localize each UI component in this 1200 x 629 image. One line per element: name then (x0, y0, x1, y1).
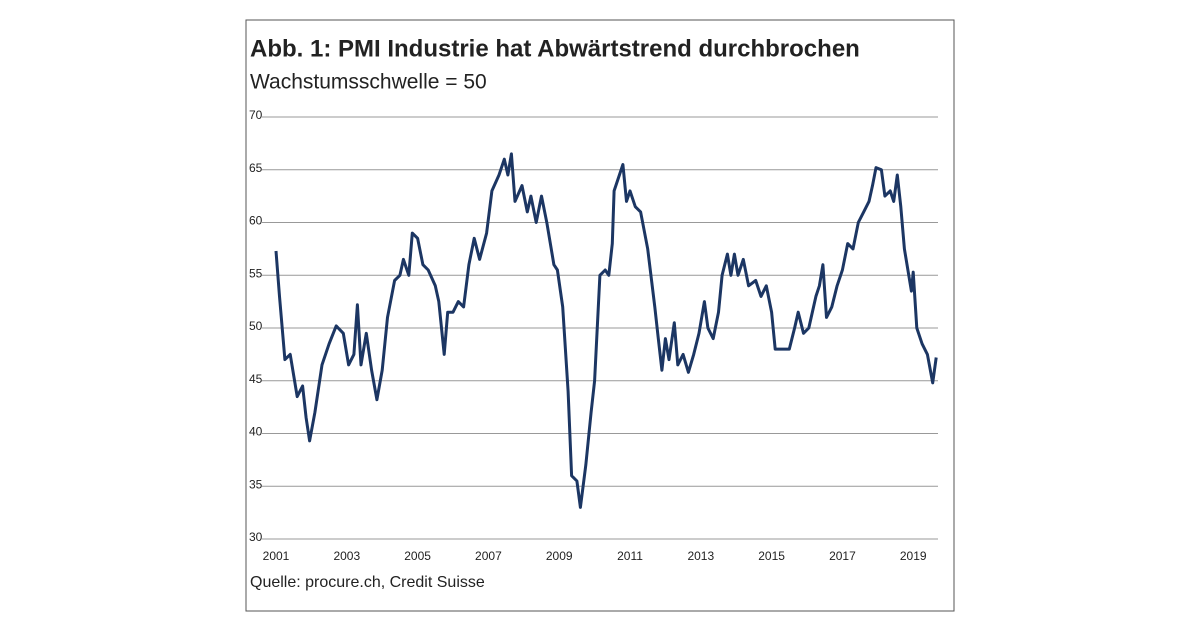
data-line (274, 152, 938, 509)
frame (245, 19, 955, 612)
y-tick-label: 35 (249, 477, 263, 491)
x-tick-label: 2011 (617, 549, 643, 563)
x-tick-label: 2013 (687, 549, 714, 563)
y-tick-label: 60 (249, 214, 263, 228)
x-tick-label: 2019 (900, 549, 927, 563)
x-tick-label: 2017 (829, 549, 856, 563)
y-tick-label: 50 (249, 319, 263, 333)
x-tick-label: 2009 (546, 549, 573, 563)
chart-title: Abb. 1: PMI Industrie hat Abwärtstrend d… (250, 35, 860, 62)
x-tick-label: 2005 (404, 549, 431, 563)
source: Quelle: procure.ch, Credit Suisse (250, 574, 485, 591)
x-tick-label: 2007 (475, 549, 502, 563)
y-tick-label: 40 (249, 425, 263, 439)
x-tick-label: 2001 (263, 549, 290, 563)
chart-subtitle: Wachstumsschwelle = 50 (250, 71, 487, 94)
y-tick-label: 70 (249, 108, 263, 122)
y-tick-label: 65 (249, 161, 263, 175)
x-tick-label: 2003 (333, 549, 360, 563)
y-tick-label: 30 (249, 530, 263, 544)
x-tick-label: 2015 (758, 549, 785, 563)
y-tick-label: 45 (249, 372, 263, 386)
y-tick-label: 55 (249, 266, 263, 280)
